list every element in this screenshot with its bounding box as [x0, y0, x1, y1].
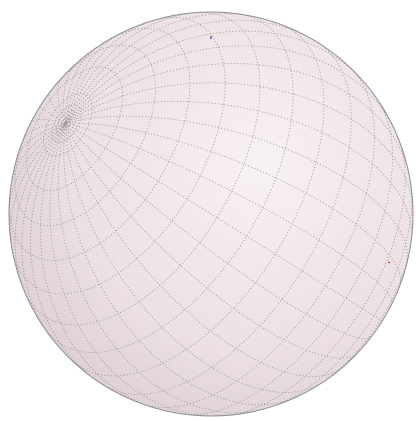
parallel-line — [140, 67, 375, 408]
meridian-line — [10, 122, 66, 184]
parallel-line — [225, 138, 406, 416]
meridian-line — [30, 123, 105, 386]
meridian-line — [22, 122, 66, 142]
meridian-line — [39, 106, 66, 124]
meridian-line — [65, 12, 205, 124]
meridian-line — [65, 47, 97, 124]
meridian-line — [65, 123, 323, 393]
meridian-line — [65, 122, 393, 305]
marker-layer — [210, 36, 391, 264]
meridian-line — [14, 122, 67, 297]
polar-ring — [55, 110, 77, 137]
sphere-outline — [8, 11, 414, 417]
meridian-line — [65, 30, 368, 124]
graticule-grid — [9, 12, 413, 416]
meridian-line — [65, 31, 124, 124]
parallel-line — [43, 92, 93, 157]
polar-ring — [51, 104, 82, 143]
meridian-line — [65, 18, 159, 124]
parallel-line — [319, 236, 413, 385]
meridian-line — [9, 122, 66, 215]
meridian-line — [65, 115, 408, 267]
parallel-line — [185, 103, 393, 416]
meridian-line — [39, 123, 165, 412]
parallel-line — [9, 28, 191, 261]
parallel-line — [26, 66, 123, 191]
meridian-line — [65, 19, 319, 124]
meridian-line — [65, 123, 344, 377]
parallel-line — [44, 14, 294, 353]
parallel-line — [103, 42, 352, 395]
meridian-line — [10, 122, 66, 253]
meridian-line — [65, 100, 413, 241]
parallel-line — [11, 17, 226, 295]
meridian-line — [57, 75, 67, 124]
red-tick — [387, 261, 391, 264]
polar-ring — [60, 116, 72, 130]
meridian-line — [65, 122, 373, 340]
